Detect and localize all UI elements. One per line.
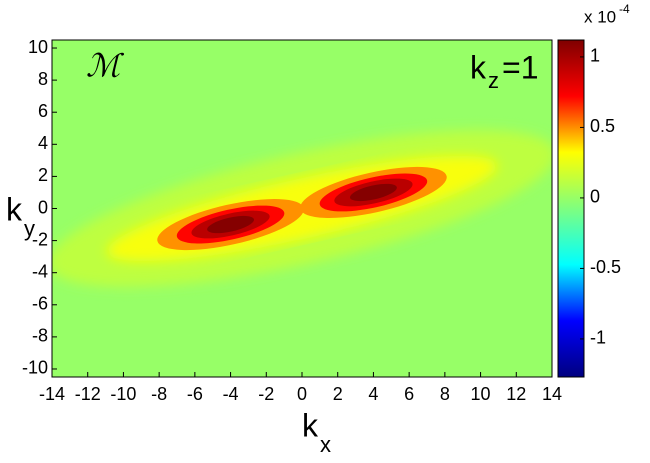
y-tick-label: 2 [38, 165, 48, 185]
x-tick-label: 4 [368, 384, 378, 404]
x-tick-label: -12 [75, 384, 101, 404]
contour-peak [349, 183, 397, 202]
y-axis-label: y [24, 216, 35, 241]
colorbar [557, 39, 585, 378]
x-tick-label: 8 [440, 384, 450, 404]
contour-field [52, 40, 552, 377]
x-tick-label: -14 [39, 384, 65, 404]
y-tick-label: 10 [28, 37, 48, 57]
y-tick-label: -2 [32, 229, 48, 249]
colorbar-tick-label: 0.5 [590, 116, 615, 136]
contour-peak [207, 215, 255, 234]
x-tick-label: -6 [187, 384, 203, 404]
x-tick-label: 2 [333, 384, 343, 404]
colorbar-tick-label: 1 [590, 46, 600, 66]
annotation: ℳ [86, 47, 125, 85]
y-tick-label: -10 [22, 358, 48, 378]
y-tick-label: 6 [38, 101, 48, 121]
x-tick-label: 6 [404, 384, 414, 404]
colorbar-tick-label: 0 [590, 187, 600, 207]
x-tick-label: -4 [223, 384, 239, 404]
colorbar-tick-label: -1 [590, 328, 606, 348]
colorbar-tick-label: -0.5 [590, 257, 621, 277]
x-tick-label: -2 [258, 384, 274, 404]
y-tick-label: 0 [38, 197, 48, 217]
x-tick-label: 14 [542, 384, 562, 404]
colorbar-multiplier: x 10 [584, 7, 616, 26]
annotation: z [488, 68, 499, 93]
x-axis-label: x [320, 432, 331, 457]
colorbar-multiplier: -4 [619, 2, 630, 16]
x-tick-label: 0 [297, 384, 307, 404]
y-axis-label: k [6, 191, 23, 227]
x-tick-label: 10 [471, 384, 491, 404]
x-tick-label: 12 [506, 384, 526, 404]
x-tick-label: -10 [110, 384, 136, 404]
y-tick-label: -6 [32, 294, 48, 314]
y-tick-label: -8 [32, 326, 48, 346]
y-tick-label: 8 [38, 69, 48, 89]
annotation: k [470, 49, 487, 85]
y-tick-label: -4 [32, 261, 48, 281]
annotation: =1 [502, 49, 538, 85]
x-tick-label: -8 [151, 384, 167, 404]
y-tick-label: 4 [38, 133, 48, 153]
x-axis-label: k [302, 407, 319, 443]
